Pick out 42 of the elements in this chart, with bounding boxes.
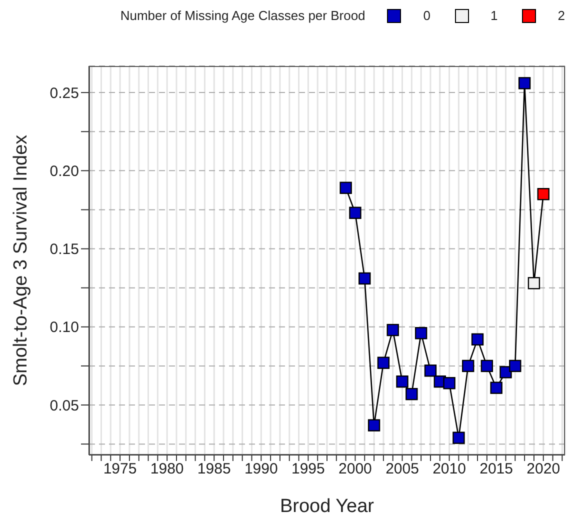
point: [424, 364, 437, 377]
x-tick-label: 1975: [103, 460, 137, 478]
y-axis-title: Smolt-to-Age 3 Survival Index: [10, 134, 32, 386]
point: [443, 377, 456, 390]
point: [462, 360, 474, 372]
x-axis-title: Brood Year: [280, 496, 375, 514]
y-tick-label: 0.05: [50, 397, 79, 414]
point: [377, 356, 390, 369]
legend-label: 2: [558, 8, 565, 23]
y-tick-label: 0.10: [50, 319, 79, 336]
point: [537, 188, 550, 200]
point: [386, 324, 399, 336]
point: [471, 333, 484, 346]
x-tick-label: 2010: [432, 460, 466, 478]
point: [452, 432, 465, 444]
y-tick-label: 0.20: [50, 162, 79, 180]
point: [358, 272, 371, 285]
point: [368, 419, 380, 432]
legend-label: 0: [423, 8, 431, 23]
point: [509, 360, 522, 372]
point: [414, 327, 428, 340]
point: [406, 388, 418, 400]
x-tick-label: 2020: [526, 460, 560, 478]
point: [528, 277, 540, 290]
x-tick-label: 1985: [197, 460, 231, 478]
x-tick-label: 1995: [292, 460, 325, 478]
x-tick-label: 1990: [244, 460, 278, 478]
legend-label: 1: [490, 8, 498, 23]
legend-title: Number of Missing Age Classes per Brood: [120, 8, 366, 23]
y-tick-label: 0.25: [50, 84, 79, 102]
x-tick-label: 2015: [480, 460, 514, 478]
x-tick-label: 1980: [150, 460, 184, 478]
point: [396, 375, 408, 388]
x-tick-label: 2000: [338, 460, 372, 478]
x-tick-label: 2005: [386, 460, 419, 478]
point: [340, 182, 352, 194]
point: [349, 206, 362, 219]
point: [480, 360, 494, 372]
point: [518, 77, 531, 90]
point: [500, 366, 512, 378]
point: [490, 382, 502, 394]
y-tick-label: 0.15: [50, 241, 79, 258]
